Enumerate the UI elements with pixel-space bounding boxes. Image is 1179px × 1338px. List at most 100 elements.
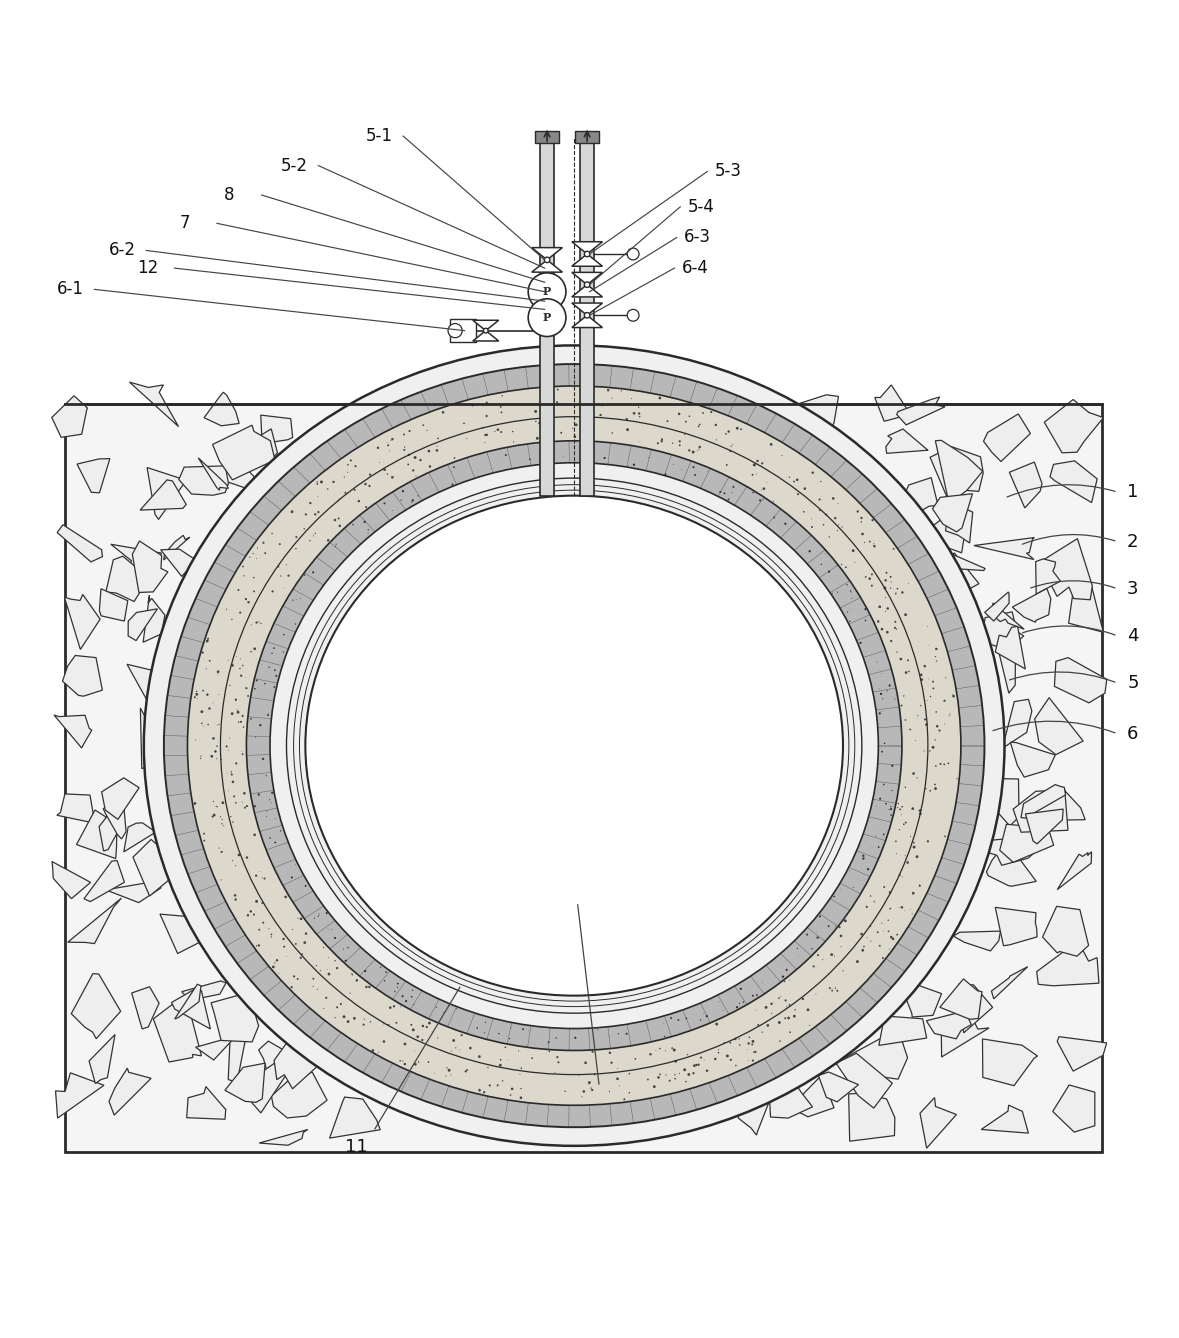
Ellipse shape xyxy=(943,700,946,702)
Ellipse shape xyxy=(895,840,897,842)
Ellipse shape xyxy=(231,773,232,776)
Ellipse shape xyxy=(841,563,842,565)
Ellipse shape xyxy=(674,1078,676,1080)
Ellipse shape xyxy=(338,524,341,527)
Ellipse shape xyxy=(856,510,858,512)
Ellipse shape xyxy=(811,471,814,474)
Ellipse shape xyxy=(233,894,236,896)
Bar xyxy=(540,138,554,495)
Ellipse shape xyxy=(203,840,205,842)
Ellipse shape xyxy=(647,1078,648,1081)
Ellipse shape xyxy=(187,385,961,1105)
Polygon shape xyxy=(904,983,942,1017)
Ellipse shape xyxy=(368,986,370,989)
Ellipse shape xyxy=(878,846,880,848)
Polygon shape xyxy=(132,541,167,593)
Circle shape xyxy=(448,324,462,337)
Polygon shape xyxy=(171,990,210,1029)
Ellipse shape xyxy=(607,389,610,392)
Polygon shape xyxy=(1068,583,1104,633)
Ellipse shape xyxy=(556,1056,559,1058)
Ellipse shape xyxy=(927,840,929,843)
Polygon shape xyxy=(924,510,968,553)
Ellipse shape xyxy=(520,1096,522,1098)
Ellipse shape xyxy=(661,439,663,440)
Text: 12: 12 xyxy=(137,260,158,277)
Ellipse shape xyxy=(726,464,727,466)
Polygon shape xyxy=(140,480,186,510)
Ellipse shape xyxy=(692,1072,694,1074)
Ellipse shape xyxy=(334,519,336,522)
Ellipse shape xyxy=(242,665,244,666)
Ellipse shape xyxy=(407,463,409,466)
Ellipse shape xyxy=(830,953,834,957)
Ellipse shape xyxy=(864,619,867,621)
Ellipse shape xyxy=(580,411,581,412)
Ellipse shape xyxy=(233,795,236,797)
Polygon shape xyxy=(186,1086,225,1120)
Ellipse shape xyxy=(617,1077,619,1080)
Ellipse shape xyxy=(789,1032,791,1033)
Ellipse shape xyxy=(520,1088,522,1089)
Ellipse shape xyxy=(881,751,883,752)
Ellipse shape xyxy=(426,1026,428,1028)
Ellipse shape xyxy=(422,1025,424,1028)
Polygon shape xyxy=(57,793,94,823)
Ellipse shape xyxy=(309,502,311,504)
Ellipse shape xyxy=(591,412,592,413)
Ellipse shape xyxy=(353,523,354,526)
Ellipse shape xyxy=(305,514,307,515)
Ellipse shape xyxy=(327,539,329,542)
Ellipse shape xyxy=(271,590,274,593)
Ellipse shape xyxy=(356,979,358,982)
Ellipse shape xyxy=(779,1041,780,1042)
Ellipse shape xyxy=(664,1036,665,1037)
Ellipse shape xyxy=(522,1029,523,1030)
Ellipse shape xyxy=(588,1082,590,1084)
Ellipse shape xyxy=(232,780,235,783)
Ellipse shape xyxy=(668,1080,671,1081)
Ellipse shape xyxy=(387,474,388,475)
Ellipse shape xyxy=(284,895,286,898)
Ellipse shape xyxy=(931,745,935,749)
Polygon shape xyxy=(127,664,159,714)
Ellipse shape xyxy=(235,763,237,764)
Ellipse shape xyxy=(933,681,934,682)
Ellipse shape xyxy=(678,412,680,415)
Polygon shape xyxy=(111,545,162,570)
Ellipse shape xyxy=(953,694,955,697)
Ellipse shape xyxy=(871,519,874,522)
Ellipse shape xyxy=(611,1061,613,1064)
Ellipse shape xyxy=(316,482,318,483)
Ellipse shape xyxy=(406,999,407,1002)
Ellipse shape xyxy=(718,1052,719,1053)
Ellipse shape xyxy=(187,385,961,1105)
Ellipse shape xyxy=(788,1017,790,1020)
Ellipse shape xyxy=(535,438,539,440)
Ellipse shape xyxy=(230,816,231,818)
Ellipse shape xyxy=(714,1058,717,1060)
Ellipse shape xyxy=(612,432,613,434)
Ellipse shape xyxy=(884,579,887,582)
Ellipse shape xyxy=(328,973,330,975)
Ellipse shape xyxy=(828,570,830,573)
Circle shape xyxy=(528,298,566,337)
Ellipse shape xyxy=(896,629,897,630)
Ellipse shape xyxy=(877,621,880,622)
Ellipse shape xyxy=(819,510,821,511)
Ellipse shape xyxy=(943,764,946,765)
Ellipse shape xyxy=(730,1058,732,1061)
Ellipse shape xyxy=(452,483,454,486)
Ellipse shape xyxy=(196,693,198,696)
Ellipse shape xyxy=(206,693,209,696)
Ellipse shape xyxy=(203,832,205,835)
Ellipse shape xyxy=(671,1048,673,1049)
Polygon shape xyxy=(211,993,258,1042)
Ellipse shape xyxy=(253,590,255,593)
Ellipse shape xyxy=(793,480,795,483)
Ellipse shape xyxy=(253,834,256,836)
Ellipse shape xyxy=(279,543,281,545)
Ellipse shape xyxy=(283,634,284,636)
Ellipse shape xyxy=(556,401,558,403)
Ellipse shape xyxy=(804,487,806,490)
